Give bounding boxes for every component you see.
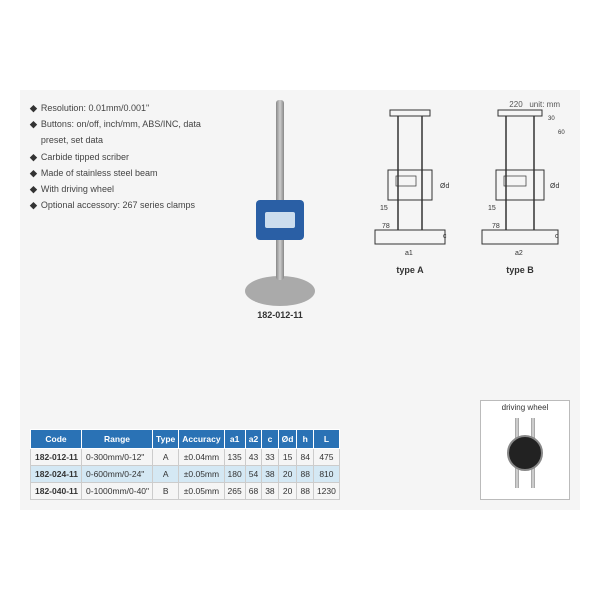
table-cell: 0-1000mm/0-40" — [82, 483, 153, 500]
table-row: 182-024-110-600mm/0-24"A±0.05mm180543820… — [31, 466, 340, 483]
table-cell: 68 — [245, 483, 261, 500]
feature-text: With driving wheel — [41, 181, 114, 197]
feature-text: Buttons: on/off, inch/mm, ABS/INC, data … — [41, 116, 230, 148]
driving-wheel-inset: driving wheel — [480, 400, 570, 500]
driving-wheel-label: driving wheel — [481, 401, 569, 414]
bullet-icon: ◆ — [30, 197, 37, 213]
table-cell: 135 — [224, 449, 245, 466]
col-header: a2 — [245, 430, 261, 449]
diagram-b-label: type B — [470, 265, 570, 275]
feature-item: ◆With driving wheel — [30, 181, 230, 197]
spec-table: CodeRangeTypeAccuracya1a2cØdhL 182-012-1… — [30, 429, 340, 500]
feature-item: ◆Buttons: on/off, inch/mm, ABS/INC, data… — [30, 116, 230, 148]
table-cell: 20 — [278, 483, 297, 500]
table-cell: 810 — [313, 466, 339, 483]
table-cell: ±0.04mm — [179, 449, 224, 466]
product-code-label: 182-012-11 — [257, 310, 303, 320]
col-header: a1 — [224, 430, 245, 449]
col-header: Code — [31, 430, 82, 449]
svg-text:78: 78 — [492, 223, 500, 230]
table-cell: 265 — [224, 483, 245, 500]
feature-text: Resolution: 0.01mm/0.001" — [41, 100, 149, 116]
feature-item: ◆Carbide tipped scriber — [30, 149, 230, 165]
feature-item: ◆Resolution: 0.01mm/0.001" — [30, 100, 230, 116]
table-row: 182-012-110-300mm/0-12"A±0.04mm135433315… — [31, 449, 340, 466]
svg-text:30: 30 — [548, 116, 555, 122]
wheel-illustration — [481, 414, 569, 492]
diagram-type-a: Ød 15 a1 78 c type A — [360, 100, 460, 260]
col-header: L — [313, 430, 339, 449]
table-cell: 0-600mm/0-24" — [82, 466, 153, 483]
svg-text:c: c — [555, 233, 559, 240]
col-header: Type — [153, 430, 179, 449]
diagram-type-b: Ød 15 a2 78 c 30 60 type B — [470, 100, 570, 260]
bullet-icon: ◆ — [30, 149, 37, 165]
table-cell: 475 — [313, 449, 339, 466]
table-cell: ±0.05mm — [179, 483, 224, 500]
table-cell: B — [153, 483, 179, 500]
table-cell: ±0.05mm — [179, 466, 224, 483]
table-cell: 38 — [262, 466, 278, 483]
table-row: 182-040-110-1000mm/0-40"B±0.05mm26568382… — [31, 483, 340, 500]
svg-text:a2: a2 — [515, 250, 523, 257]
table-cell: A — [153, 449, 179, 466]
gauge-display — [256, 200, 304, 240]
gauge-screen — [265, 212, 295, 228]
table-cell: 180 — [224, 466, 245, 483]
feature-item: ◆Optional accessory: 267 series clamps — [30, 197, 230, 213]
svg-text:c: c — [443, 233, 447, 240]
col-header: c — [262, 430, 278, 449]
table-cell: 182-024-11 — [31, 466, 82, 483]
feature-text: Made of stainless steel beam — [41, 165, 158, 181]
table-cell: 38 — [262, 483, 278, 500]
feature-text: Optional accessory: 267 series clamps — [41, 197, 195, 213]
dimension-diagrams: 220 unit: mm Ød 15 a1 78 c type A — [360, 100, 570, 290]
table-cell: 20 — [278, 466, 297, 483]
table-cell: 1230 — [313, 483, 339, 500]
table-cell: 84 — [297, 449, 313, 466]
bullet-icon: ◆ — [30, 165, 37, 181]
svg-text:Ød: Ød — [550, 183, 559, 190]
product-illustration: 182-012-11 — [220, 100, 340, 360]
table-cell: 43 — [245, 449, 261, 466]
bullet-icon: ◆ — [30, 181, 37, 197]
feature-list: ◆Resolution: 0.01mm/0.001"◆Buttons: on/o… — [30, 100, 230, 213]
svg-text:15: 15 — [380, 205, 388, 212]
svg-text:78: 78 — [382, 223, 390, 230]
table-body: 182-012-110-300mm/0-12"A±0.04mm135433315… — [31, 449, 340, 500]
bullet-icon: ◆ — [30, 116, 37, 148]
gauge-column — [276, 100, 284, 280]
table-cell: 15 — [278, 449, 297, 466]
table-cell: 54 — [245, 466, 261, 483]
col-header: Accuracy — [179, 430, 224, 449]
table-cell: 33 — [262, 449, 278, 466]
datasheet-panel: ◆Resolution: 0.01mm/0.001"◆Buttons: on/o… — [20, 90, 580, 510]
table-cell: 88 — [297, 483, 313, 500]
gauge-base — [245, 276, 315, 306]
svg-text:a1: a1 — [405, 250, 413, 257]
svg-text:Ød: Ød — [440, 183, 449, 190]
wheel-icon — [507, 435, 543, 471]
diagram-a-label: type A — [360, 265, 460, 275]
table-cell: 88 — [297, 466, 313, 483]
table-cell: 0-300mm/0-12" — [82, 449, 153, 466]
table-cell: A — [153, 466, 179, 483]
feature-text: Carbide tipped scriber — [41, 149, 129, 165]
table-header-row: CodeRangeTypeAccuracya1a2cØdhL — [31, 430, 340, 449]
feature-item: ◆Made of stainless steel beam — [30, 165, 230, 181]
table-cell: 182-012-11 — [31, 449, 82, 466]
bullet-icon: ◆ — [30, 100, 37, 116]
svg-text:15: 15 — [488, 205, 496, 212]
svg-text:60: 60 — [558, 130, 565, 136]
col-header: h — [297, 430, 313, 449]
col-header: Ød — [278, 430, 297, 449]
col-header: Range — [82, 430, 153, 449]
table-cell: 182-040-11 — [31, 483, 82, 500]
